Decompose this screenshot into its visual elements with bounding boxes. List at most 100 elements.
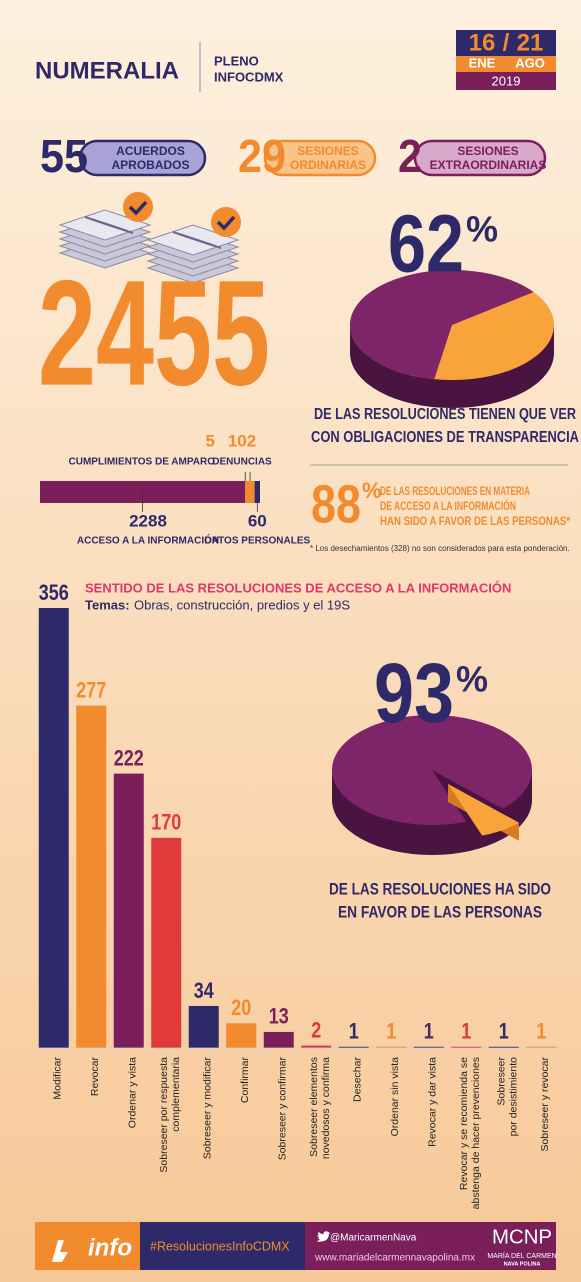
x-tick-label: Sobreseer por respuesta (158, 1057, 170, 1173)
x-tick-label: Revocar y dar vista (427, 1057, 439, 1147)
summary-value: 29 (238, 130, 286, 182)
chart-title: SENTIDO DE LAS RESOLUCIONES DE ACCESO A … (85, 580, 511, 595)
caption: CON OBLIGACIONES DE TRANSPARENCIA (311, 429, 579, 446)
subtitle: PLENO (214, 53, 259, 68)
caption: DE ACCESO A LA INFORMACIÓN (380, 500, 516, 513)
footer-hashtag: #ResolucionesInfoCDMX (150, 1239, 290, 1253)
bar (338, 1046, 369, 1048)
percent-value: 88 (311, 474, 361, 534)
date-day: 21 (517, 29, 544, 56)
x-tick-label: Sobreseer y confirmar (277, 1057, 289, 1161)
bar (488, 1046, 519, 1048)
x-tick-label: Sobreseer y modificar (202, 1056, 214, 1159)
check-badge (123, 192, 153, 222)
bar-value-label: 34 (194, 978, 215, 1003)
caption: HAN SIDO A FAVOR DE LAS PERSONAS* (380, 516, 570, 528)
x-tick-label: Sobreseer (496, 1057, 508, 1106)
x-tick-label: abstenga de hacer prevenciones (470, 1057, 482, 1209)
footer-name: NAVA POLINA (504, 1261, 541, 1267)
check-badge (211, 207, 241, 237)
bar-value-label: 277 (76, 677, 106, 702)
segment-value: 102 (228, 431, 256, 450)
stacked-segment (245, 481, 255, 503)
summary-label: SESIONES (457, 144, 518, 158)
bar (38, 608, 69, 1048)
date-year: 2019 (492, 73, 521, 88)
summary-value: 55 (40, 130, 88, 182)
pie-slice (350, 270, 534, 380)
paper-line (190, 237, 222, 249)
check-mark (128, 200, 148, 216)
caption: DE LAS RESOLUCIONES HA SIDO (329, 879, 551, 898)
bar (188, 1005, 219, 1048)
summary-label: ORDINARIAS (290, 158, 366, 172)
summary-label: SESIONES (297, 144, 358, 158)
bar-value-label: 1 (386, 1019, 396, 1044)
summary-label: APROBADOS (111, 158, 189, 172)
x-tick-label: Modificar (52, 1057, 64, 1100)
date-box (456, 56, 556, 72)
x-tick-label: novedosos y confirma (320, 1057, 332, 1159)
summary-pill (263, 139, 377, 177)
bar (413, 1046, 444, 1048)
caption: DE LAS RESOLUCIONES TIENEN QUE VER (314, 406, 576, 423)
title: NUMERALIA (35, 57, 179, 84)
caption: EN FAVOR DE LAS PERSONAS (338, 902, 542, 921)
bar-value-label: 2 (311, 1017, 321, 1042)
bar (76, 705, 107, 1048)
bar (151, 837, 182, 1048)
summary-label: ACUERDOS (116, 144, 185, 158)
x-tick-label: Sobreseer elementos (308, 1057, 320, 1157)
segment-value: 2288 (129, 511, 167, 530)
x-tick-label: por desistimiento (508, 1057, 520, 1137)
check-mark (216, 215, 236, 231)
x-tick-label: Ordenar sin vista (389, 1057, 401, 1137)
brand-icon (52, 1240, 68, 1262)
x-tick-label: Sobreseer y revocar (539, 1057, 551, 1152)
footer-website: www.mariadelcarmennavapolina.mx (314, 1253, 475, 1264)
footer-name: MARÍA DEL CARMEN (487, 1251, 556, 1260)
bar (451, 1046, 482, 1048)
chart-subtitle: Obras, construcción, predios y el 19S (134, 597, 350, 612)
x-tick-label: Revocar (89, 1057, 101, 1097)
bar-value-label: 13 (269, 1004, 289, 1029)
bar-value-label: 1 (536, 1019, 546, 1044)
bar-value-label: 1 (499, 1019, 509, 1044)
percent-value: 62 (388, 199, 464, 290)
paper-line (102, 222, 134, 234)
bar (301, 1045, 332, 1048)
subtitle: INFOCDMX (214, 69, 284, 84)
segment-label: CUMPLIMIENTOS DE AMPARO (69, 457, 216, 468)
bar-value-label: 222 (114, 745, 144, 770)
caption: DE LAS RESOLUCIONES EN MATERIA (380, 486, 530, 498)
summary-value: 2 (398, 130, 422, 182)
bar (113, 773, 144, 1048)
bar-value-label: 356 (39, 580, 69, 605)
percent-unit: % (466, 209, 498, 250)
chart-subtitle-label: Temas: (85, 597, 130, 612)
x-tick-label: Desechar (352, 1057, 364, 1102)
date-box (456, 72, 556, 90)
date-separator: / (503, 29, 510, 56)
x-tick-label: complementaria (170, 1057, 182, 1132)
x-tick-label: Ordenar y vista (127, 1057, 139, 1128)
pie-rest (448, 784, 519, 836)
bar (526, 1046, 557, 1048)
bar (376, 1046, 407, 1048)
bar (226, 1023, 257, 1048)
twitter-icon (315, 1231, 331, 1242)
percent-value: 93 (374, 646, 454, 740)
summary-pill (78, 139, 207, 177)
date-box (456, 30, 556, 56)
document-icons (58, 192, 241, 284)
bar-value-label: 1 (424, 1019, 434, 1044)
bar-value-label: 1 (349, 1019, 359, 1044)
bar (263, 1031, 294, 1048)
date-month: AGO (515, 55, 545, 70)
percent-unit: % (362, 478, 382, 503)
summary-pill (413, 139, 547, 177)
stacked-segment (245, 481, 246, 503)
x-tick-label: Revocar y se recomienda se (458, 1057, 470, 1190)
